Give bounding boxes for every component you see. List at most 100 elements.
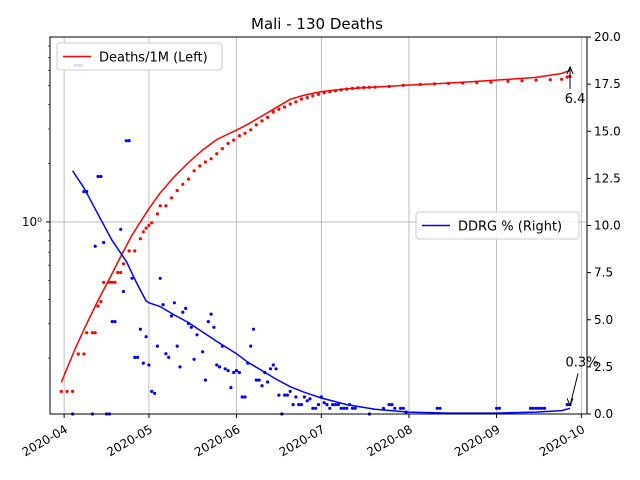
data-point <box>531 406 535 410</box>
data-point <box>133 355 137 359</box>
data-point <box>127 249 131 253</box>
data-point <box>85 331 89 335</box>
data-point <box>102 240 106 245</box>
data-point <box>110 280 114 284</box>
data-point <box>119 227 123 231</box>
data-point <box>461 81 465 85</box>
data-point <box>184 306 188 310</box>
data-point <box>175 344 179 348</box>
data-point <box>215 363 219 367</box>
data-point <box>266 115 270 119</box>
data-point <box>209 312 213 316</box>
data-point <box>164 204 168 208</box>
data-point <box>240 395 244 399</box>
data-point <box>438 406 442 410</box>
data-point <box>71 389 75 393</box>
data-point <box>189 325 193 329</box>
data-point <box>181 182 185 186</box>
data-point <box>147 223 151 227</box>
data-point <box>489 80 493 84</box>
data-point <box>218 365 222 369</box>
data-point <box>348 403 352 407</box>
data-point <box>246 361 250 365</box>
data-point <box>367 85 371 89</box>
data-point <box>266 380 270 384</box>
data-point <box>113 280 117 284</box>
data-point <box>432 82 436 86</box>
data-point <box>192 169 196 173</box>
data-point <box>299 403 304 407</box>
data-point <box>206 320 210 324</box>
data-point <box>195 333 199 337</box>
data-point <box>328 406 332 410</box>
annotation-label: 6.4 <box>565 92 586 107</box>
data-point <box>99 174 103 179</box>
data-point <box>82 352 86 356</box>
data-point <box>141 230 145 234</box>
data-point <box>475 81 479 85</box>
data-point <box>161 303 165 307</box>
data-point <box>543 406 547 410</box>
data-point <box>99 300 103 304</box>
data-point <box>119 270 123 275</box>
data-point <box>497 406 501 410</box>
y-right-tick-label: 2.5 <box>594 360 613 374</box>
data-point <box>172 301 176 305</box>
data-point <box>274 367 278 371</box>
annotation-arrowhead <box>566 398 574 407</box>
y-right-tick-label: 5.0 <box>594 313 613 327</box>
data-point <box>220 344 224 348</box>
data-point <box>175 188 179 193</box>
y-right-tick-label: 7.5 <box>594 266 613 280</box>
annotation-arrowhead <box>566 65 574 75</box>
data-point <box>288 102 292 106</box>
y-right-tick-label: 12.5 <box>594 171 621 185</box>
data-point <box>150 221 154 225</box>
data-point <box>528 406 533 410</box>
data-point <box>110 320 114 324</box>
data-point <box>124 139 128 143</box>
data-point <box>237 370 241 375</box>
data-point <box>90 331 94 335</box>
data-point <box>305 96 309 100</box>
data-point <box>232 370 236 375</box>
data-point <box>164 352 168 356</box>
data-point <box>96 304 100 308</box>
data-point <box>271 363 275 367</box>
data-point <box>186 177 191 181</box>
legend-1: DDRG % (Right) <box>415 211 580 240</box>
data-point <box>404 410 408 414</box>
data-point <box>333 403 338 407</box>
data-point <box>144 335 148 339</box>
data-point <box>308 397 312 401</box>
data-point <box>186 321 191 326</box>
data-point <box>144 226 148 230</box>
annotation-arrow <box>569 373 579 406</box>
data-point <box>59 389 63 393</box>
data-point <box>102 280 106 284</box>
data-point <box>534 406 538 410</box>
data-point <box>203 160 207 164</box>
data-point <box>299 97 304 101</box>
data-point <box>401 83 405 87</box>
data-point <box>116 270 120 275</box>
data-point <box>229 386 233 390</box>
data-point <box>223 367 227 371</box>
data-point <box>565 403 569 407</box>
data-point <box>294 100 298 104</box>
data-point <box>215 152 219 156</box>
data-point <box>158 276 162 280</box>
data-point <box>257 378 261 382</box>
data-point <box>212 325 216 329</box>
data-point <box>316 92 321 96</box>
data-point <box>158 204 162 208</box>
data-point <box>130 276 134 280</box>
data-point <box>373 85 377 89</box>
data-point <box>345 406 349 410</box>
data-point <box>283 393 287 397</box>
data-point <box>322 91 326 95</box>
series-2 <box>71 170 571 414</box>
data-point <box>254 378 258 382</box>
data-point <box>96 174 100 179</box>
data-point <box>390 403 394 407</box>
